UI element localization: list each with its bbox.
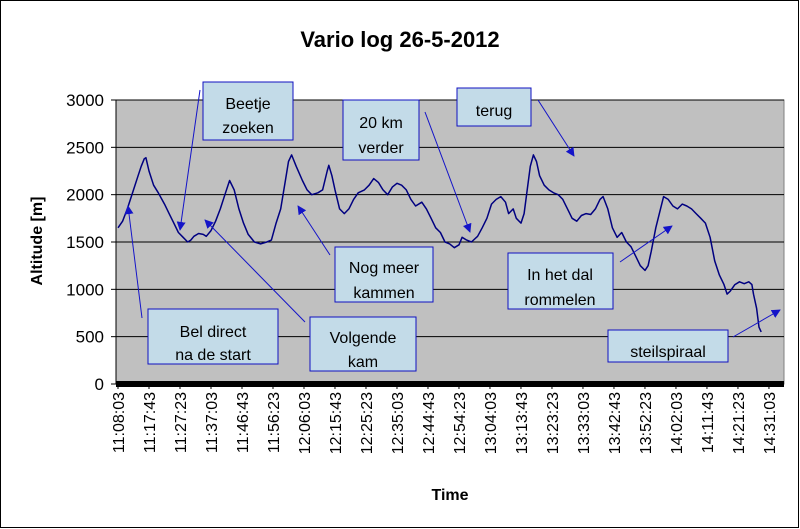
x-tick-label: 11:37:03 [204,392,221,453]
x-tick-label: 14:02:03 [669,392,686,454]
x-tick-label: 11:08:03 [111,392,128,453]
annotation-text: terug [476,103,512,120]
annotations: Beetje zoeken 20 km verder terug Nog meer kamm… [124,81,781,372]
annotation-5: Bel direct na de start [124,205,279,365]
annotation-arrow [619,225,673,263]
y-tick-label: 0 [95,375,104,394]
annotation-7: steilspiraal [607,309,781,363]
annotation-text: Beetje [225,96,270,113]
annotation-text: kam [348,354,378,371]
annotation-text: kammen [353,285,414,302]
annotation-box [342,99,420,161]
annotation-arrow [732,309,781,338]
annotation-box [309,316,417,372]
y-tick-label: 1000 [66,280,104,299]
x-tick-label: 12:44:43 [421,392,438,454]
annotation-text: In het dal [527,267,593,284]
annotation-4: In het dal rommelen [507,225,673,310]
annotation-2: terug [456,87,575,157]
annotation-arrow [424,111,472,233]
x-tick-label: 14:31:03 [762,392,779,454]
y-tick-label: 2000 [66,186,104,205]
y-tick-label: 3000 [66,91,104,110]
annotation-arrow [204,219,306,323]
annotation-text: 20 km [359,115,403,132]
annotation-1: 20 km verder [342,99,472,233]
x-tick-label: 12:06:03 [297,392,314,454]
x-tick-label: 13:52:23 [638,392,655,454]
x-tick-label: 11:56:23 [266,392,283,453]
altitude-series-line [117,154,762,333]
annotation-box [607,329,729,363]
x-tick-label: 13:33:03 [576,392,593,454]
annotation-text: verder [358,140,404,157]
annotation-6: Volgende kam [204,219,417,372]
annotation-box [507,252,614,310]
annotation-3: Nog meer kammen [297,205,434,303]
annotation-box [147,308,279,365]
annotation-text: steilspiraal [630,344,706,361]
y-tick-label: 1500 [66,233,104,252]
x-tick-label: 13:42:43 [607,392,624,454]
y-axis-title: Altitude [m] [29,197,46,286]
x-tick-label: 11:46:43 [235,392,252,453]
x-tick-label: 11:17:43 [142,392,159,453]
x-axis-title: Time [431,487,468,504]
x-tick-label: 12:25:23 [359,392,376,454]
x-tick-label: 13:13:43 [514,392,531,454]
annotation-text: Nog meer [349,260,420,277]
annotation-arrow [297,205,331,256]
y-tick-label: 500 [76,328,104,347]
annotation-box [334,246,434,303]
x-tick-label: 14:11:43 [700,392,717,453]
annotation-text: rommelen [524,292,595,309]
x-tick-label: 13:23:23 [545,392,562,454]
annotation-arrow [176,89,201,231]
x-tick-label: 12:35:03 [390,392,407,454]
x-tick-label: 14:21:23 [731,392,748,454]
annotation-text: na de start [175,347,251,364]
annotation-0: Beetje zoeken [176,81,294,231]
y-axis-ticks: 0 500 1000 1500 2000 2500 3000 [66,91,116,394]
chart-title: Vario log 26-5-2012 [300,27,499,52]
annotation-arrow [537,99,575,157]
annotation-text: Bel direct [180,324,247,341]
x-axis-ticks: 11:08:03 11:17:43 11:27:23 11:37:03 11:46:43… [111,384,779,454]
y-tick-label: 2500 [66,138,104,157]
x-tick-label: 13:04:03 [483,392,500,454]
annotation-text: Volgende [330,330,397,347]
annotation-box [456,87,532,127]
annotation-text: zoeken [222,120,274,137]
annotation-arrow [124,205,143,319]
x-tick-label: 12:54:23 [452,392,469,454]
x-tick-label: 12:15:43 [328,392,345,454]
x-tick-label: 11:27:23 [173,392,190,453]
annotation-box [202,81,294,141]
